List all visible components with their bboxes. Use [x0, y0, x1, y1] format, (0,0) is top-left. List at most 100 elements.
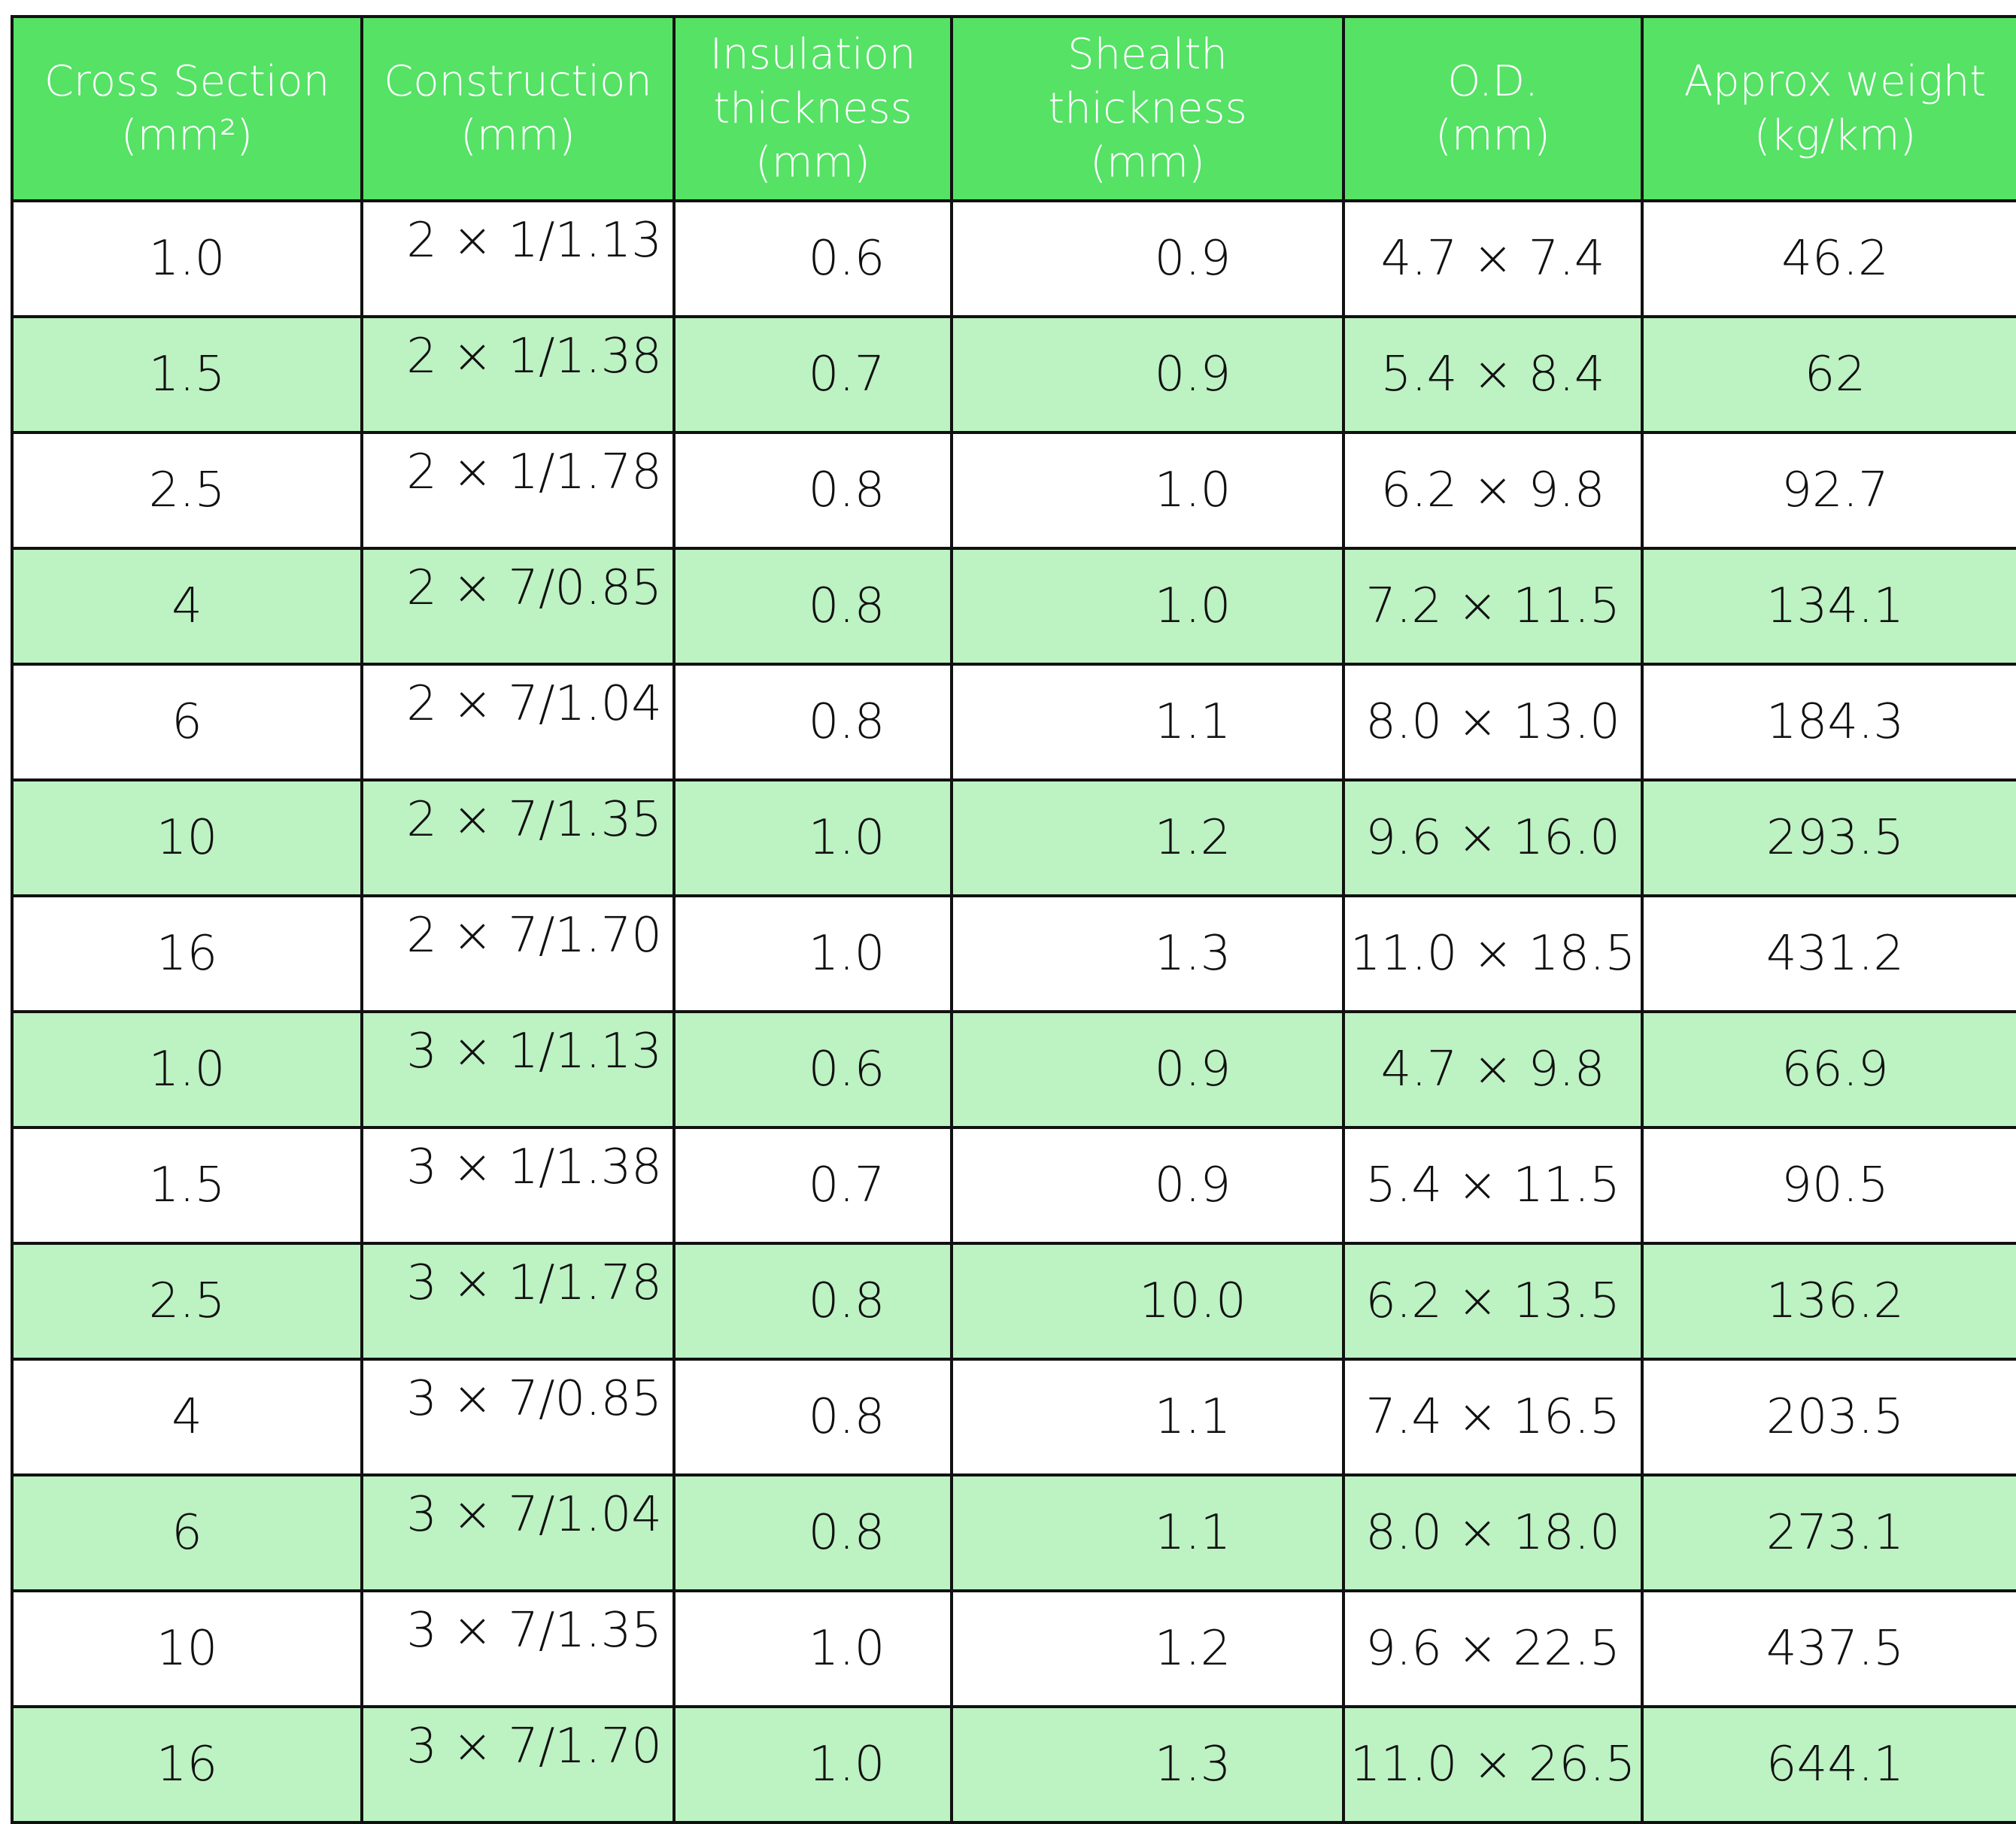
table-cell: 0.9: [950, 1126, 1345, 1245]
table-cell: 46.2: [1641, 199, 2016, 318]
table-cell: 136.2: [1641, 1242, 2016, 1361]
table-cell: 2 × 1/1.13: [360, 199, 676, 318]
table-cell: 1.0: [673, 894, 953, 1013]
table-cell: 4.7 × 9.8: [1342, 1010, 1644, 1129]
table-cell: 1.0: [11, 199, 363, 318]
table-cell: 644.1: [1641, 1705, 2016, 1824]
table-cell: 0.6: [673, 1010, 953, 1129]
page: {"table": { "header": [ ["Cross Section"…: [11, 15, 2016, 1824]
table-cell: 134.1: [1641, 547, 2016, 666]
table-cell: 0.8: [673, 1242, 953, 1361]
header-text: (mm): [460, 111, 575, 160]
table-cell: 2.5: [11, 1242, 363, 1361]
table-cell: 6.2 × 9.8: [1342, 431, 1644, 550]
table-cell: 3 × 7/0.85: [360, 1358, 676, 1476]
table-cell: 9.6 × 22.5: [1342, 1589, 1644, 1708]
table-cell: 3 × 7/1.04: [360, 1473, 676, 1592]
header-text: Construction: [384, 56, 652, 106]
table-cell: 3 × 7/1.70: [360, 1705, 676, 1824]
table-cell: 2 × 7/1.70: [360, 894, 676, 1013]
table-cell: 0.7: [673, 315, 953, 434]
table-cell: 16: [11, 1705, 363, 1824]
header-text: (mm): [1090, 138, 1205, 187]
table-cell: 1.5: [11, 315, 363, 434]
table-row: 2.5 3 × 1/1.78 0.8 10.0 6.2 × 13.5 136.2: [11, 1242, 2016, 1361]
table-cell: 1.5: [11, 1126, 363, 1245]
table-cell: 6: [11, 1473, 363, 1592]
table-cell: 1.2: [950, 1589, 1345, 1708]
header-cell: Cross Section (mm²): [11, 15, 363, 202]
table-cell: 7.2 × 11.5: [1342, 547, 1644, 666]
header-text: (mm): [1435, 111, 1550, 160]
table-cell: 2 × 1/1.38: [360, 315, 676, 434]
header-text: O.D.: [1447, 56, 1538, 106]
table-row: 1.0 2 × 1/1.13 0.6 0.9 4.7 × 7.4 46.2: [11, 199, 2016, 318]
table-cell: 1.3: [950, 894, 1345, 1013]
table-cell: 0.7: [673, 1126, 953, 1245]
table-cell: 5.4 × 8.4: [1342, 315, 1644, 434]
table-cell: 1.0: [673, 1589, 953, 1708]
header-text: Insulation: [709, 29, 916, 79]
header-cell: Shealth thickness (mm): [950, 15, 1345, 202]
header-text: thickness: [713, 83, 912, 133]
header-text: Cross Section: [44, 56, 330, 106]
table-cell: 1.0: [950, 547, 1345, 666]
table-cell: 431.2: [1641, 894, 2016, 1013]
header-cell: Construction (mm): [360, 15, 676, 202]
table-cell: 0.8: [673, 1358, 953, 1476]
table-cell: 1.1: [950, 1473, 1345, 1592]
table-cell: 1.1: [950, 663, 1345, 781]
table-cell: 3 × 1/1.38: [360, 1126, 676, 1245]
table-cell: 4.7 × 7.4: [1342, 199, 1644, 318]
table-cell: 1.0: [673, 778, 953, 897]
table-cell: 0.8: [673, 431, 953, 550]
table-body: 1.0 2 × 1/1.13 0.6 0.9 4.7 × 7.4 46.2 1.5 2 × 1…: [11, 199, 2016, 1824]
header-text: (mm): [755, 138, 870, 187]
header-text: Shealth: [1067, 29, 1228, 79]
header-cell: Insulation thickness (mm): [673, 15, 953, 202]
table-cell: 1.2: [950, 778, 1345, 897]
table-cell: 3 × 1/1.78: [360, 1242, 676, 1361]
table-cell: 0.8: [673, 1473, 953, 1592]
header-text: (kg/km): [1753, 111, 1917, 160]
table-row: 10 2 × 7/1.35 1.0 1.2 9.6 × 16.0 293.5: [11, 778, 2016, 897]
table-cell: 90.5: [1641, 1126, 2016, 1245]
table-cell: 0.8: [673, 547, 953, 666]
table-row: 16 2 × 7/1.70 1.0 1.3 11.0 × 18.5 431.2: [11, 894, 2016, 1013]
table-cell: 437.5: [1641, 1589, 2016, 1708]
table-cell: 10.0: [950, 1242, 1345, 1361]
table-cell: 203.5: [1641, 1358, 2016, 1476]
header-text: thickness: [1048, 83, 1247, 133]
table-cell: 0.9: [950, 315, 1345, 434]
header-cell: O.D. (mm): [1342, 15, 1644, 202]
header-row: Cross Section (mm²) Construction (mm) Insula…: [11, 15, 2016, 202]
table-cell: 184.3: [1641, 663, 2016, 781]
table-cell: 1.0: [673, 1705, 953, 1824]
table-cell: 4: [11, 547, 363, 666]
table-cell: 11.0 × 26.5: [1342, 1705, 1644, 1824]
table-cell: 62: [1641, 315, 2016, 434]
table-cell: 66.9: [1641, 1010, 2016, 1129]
table-cell: 273.1: [1641, 1473, 2016, 1592]
table-cell: 92.7: [1641, 431, 2016, 550]
table-cell: 293.5: [1641, 778, 2016, 897]
header-cell: Approx weight (kg/km): [1641, 15, 2016, 202]
header-text: Approx weight: [1684, 56, 1987, 106]
table-cell: 8.0 × 13.0: [1342, 663, 1644, 781]
table-row: 1.5 2 × 1/1.38 0.7 0.9 5.4 × 8.4 62: [11, 315, 2016, 434]
header-text: (mm²): [120, 111, 254, 160]
spec-table: Cross Section (mm²) Construction (mm) Insula…: [11, 15, 2016, 1824]
table-cell: 2 × 7/1.04: [360, 663, 676, 781]
table-cell: 11.0 × 18.5: [1342, 894, 1644, 1013]
table-cell: 4: [11, 1358, 363, 1476]
table-row: 16 3 × 7/1.70 1.0 1.3 11.0 × 26.5 644.1: [11, 1705, 2016, 1824]
table-cell: 2 × 1/1.78: [360, 431, 676, 550]
table-cell: 3 × 1/1.13: [360, 1010, 676, 1129]
table-cell: 16: [11, 894, 363, 1013]
table-row: 1.5 3 × 1/1.38 0.7 0.9 5.4 × 11.5 90.5: [11, 1126, 2016, 1245]
table-cell: 2 × 7/1.35: [360, 778, 676, 897]
table-cell: 10: [11, 778, 363, 897]
